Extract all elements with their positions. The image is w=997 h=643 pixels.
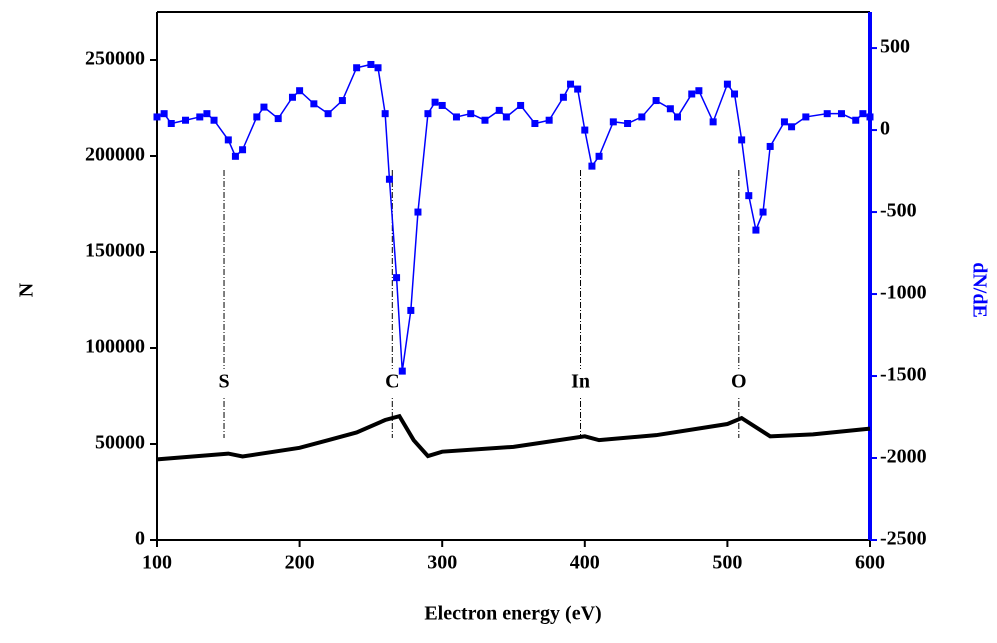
y-tick-label: 150000 [85,240,145,262]
y2-tick-label: -2000 [880,446,927,468]
point [588,163,595,170]
x-tick-label: 300 [427,552,457,574]
x-tick-label: 500 [712,552,742,574]
y-tick-label: 200000 [85,144,145,166]
point [275,115,282,122]
point [432,99,439,106]
point [339,97,346,104]
x-tick-label: 100 [142,552,172,574]
point [560,94,567,101]
y-tick-label: 0 [135,528,145,550]
point [574,86,581,93]
x-tick-label: 200 [285,552,315,574]
point [653,97,660,104]
point [738,136,745,143]
point [407,307,414,314]
annotation-label: C [385,371,399,393]
y2-tick-label: -500 [880,200,917,222]
point [531,120,538,127]
point [260,104,267,111]
point [393,274,400,281]
point [674,113,681,120]
y2-tick-label: 500 [880,36,910,58]
point [453,113,460,120]
y2-axis-label: dN/dE [968,262,990,318]
y-tick-label: 100000 [85,336,145,358]
point [168,120,175,127]
point [203,110,210,117]
point [154,113,161,120]
annotation-label: In [571,371,590,393]
point [414,209,421,216]
point [503,113,510,120]
x-tick-label: 600 [855,552,885,574]
point [182,117,189,124]
point [596,153,603,160]
point [481,117,488,124]
point [867,113,874,120]
y2-tick-label: -1500 [880,364,927,386]
point [367,61,374,68]
point [695,87,702,94]
chart: Electron energy (eV) N dN/dE 100 200 300 40… [0,0,997,643]
point [859,110,866,117]
y-axis-label: N [16,282,38,297]
point [196,113,203,120]
point [852,117,859,124]
point [752,227,759,234]
point [546,117,553,124]
x-axis-label: Electron energy (eV) [424,603,601,625]
point [382,110,389,117]
point [161,110,168,117]
point [353,64,360,71]
y2-tick-label: -1000 [880,282,927,304]
point [788,123,795,130]
annotation-label: O [731,371,747,393]
point [610,118,617,125]
point [424,110,431,117]
point [517,102,524,109]
point [232,153,239,160]
point [310,100,317,107]
series-line [157,416,870,459]
point [802,113,809,120]
point [838,110,845,117]
point [760,209,767,216]
point [567,81,574,88]
point [581,127,588,134]
point [667,105,674,112]
point [745,192,752,199]
point [724,81,731,88]
point [399,368,406,375]
annotation-label: S [218,371,229,393]
point [824,110,831,117]
point [710,118,717,125]
point [289,94,296,101]
point [296,87,303,94]
y2-tick-label: 0 [880,118,890,140]
point [386,176,393,183]
point [225,136,232,143]
y2-tick-label: -2500 [880,528,927,550]
point [781,118,788,125]
point [211,117,218,124]
point [239,146,246,153]
point [688,90,695,97]
point [624,120,631,127]
point [325,110,332,117]
point [496,107,503,114]
point [439,102,446,109]
y-tick-label: 250000 [85,48,145,70]
point [467,110,474,117]
x-tick-label: 400 [570,552,600,574]
point [638,113,645,120]
point [375,64,382,71]
point [253,113,260,120]
point [767,143,774,150]
point [731,90,738,97]
y-tick-label: 50000 [95,432,145,454]
